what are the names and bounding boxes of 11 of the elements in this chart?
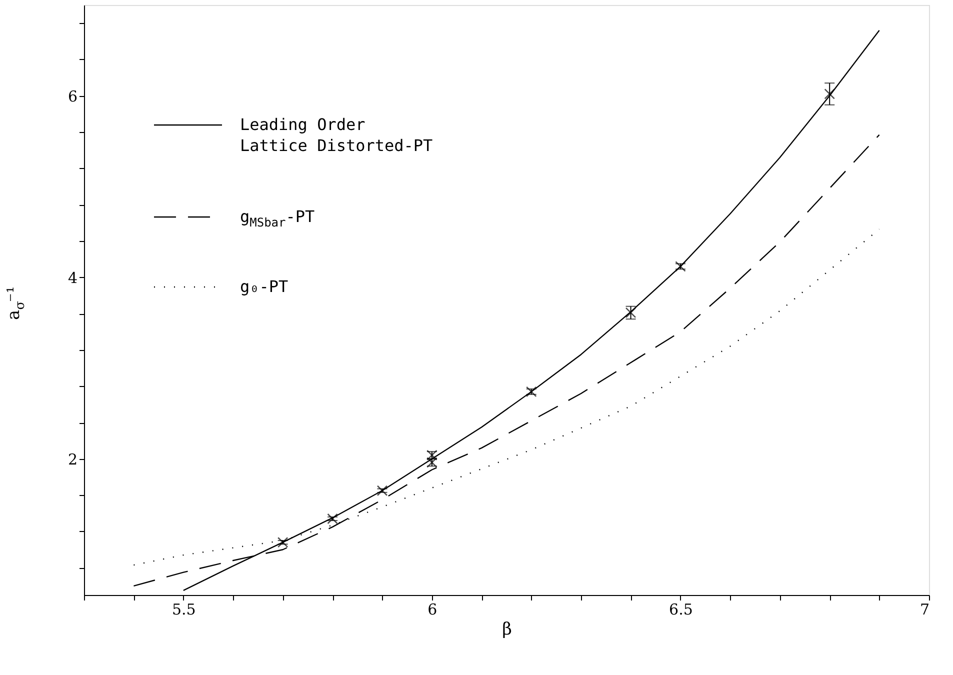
legend-label: Leading Order Lattice Distorted-PT (240, 115, 434, 155)
x-tick-label: 7 (920, 600, 930, 618)
x-tick-label: 5.5 (172, 600, 196, 618)
y-tick-label: 2 (68, 450, 78, 468)
x-axis-title: β (502, 620, 512, 640)
x-tick-label: 6 (428, 600, 438, 618)
y-tick-label: 6 (68, 87, 78, 106)
y-tick-label: 4 (68, 268, 78, 287)
x-tick-label: 6.5 (669, 600, 693, 618)
legend-label: g₀-PT (240, 277, 289, 296)
y-axis-title: aσ⁻¹ (4, 286, 28, 320)
